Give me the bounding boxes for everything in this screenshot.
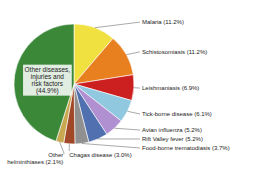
label-line: Food-borne trematodiasis (3.7%) [142,145,230,151]
slice-label: Rift Valley fever (5.2%) [142,136,203,142]
leader-line [127,111,140,114]
label-line: Leishmaniasis (6.9%) [142,85,199,91]
slices [14,24,134,144]
label-line: Rift Valley fever (5.2%) [142,136,203,142]
chart: Other diseases,injuries andrisk factors(… [0,0,262,192]
slice-label: Otherhelminthiases (2.1%) [7,152,63,165]
leader-line [82,143,140,148]
label-line: Schistosomiasis (11.2%) [142,49,207,55]
slice-label: Tick-borne disease (6.1%) [142,111,212,117]
label-line: Avian influenza (5.2%) [142,127,202,133]
labels: Other diseases,injuries andrisk factors(… [7,19,229,165]
leader-line [126,52,140,55]
slice-label: Chagas disease (3.0%) [69,152,131,158]
leader-line [134,87,140,88]
label-box [23,65,72,96]
label-line: Malaria (11.2%) [142,19,184,25]
pie-slice [74,84,89,144]
label-line: Tick-borne disease (6.1%) [142,111,212,117]
slice-label: Other diseases,injuries andrisk factors(… [25,66,71,95]
page: {"chart_data": {"type": "pie", "categori… [0,0,262,192]
label-line: Other [48,152,63,158]
slice-label: Avian influenza (5.2%) [142,127,202,133]
slice-label: Schistosomiasis (11.2%) [142,49,207,55]
leader-line [69,144,70,151]
label-line: risk factors [32,80,64,87]
label-line: Chagas disease (3.0%) [69,152,131,158]
leader-lines [60,22,140,154]
label-line: (44.9%) [36,87,59,95]
leader-line [115,128,140,130]
leader-line [98,138,140,139]
slice-label: Food-borne trematodiasis (3.7%) [142,145,230,151]
slice-label: Malaria (11.2%) [142,19,184,25]
pie-slice [14,24,74,141]
label-line: Other diseases, [25,66,71,73]
slice-label: Leishmaniasis (6.9%) [142,85,199,91]
label-line: helminthiases (2.1%) [7,159,63,165]
leader-line [95,22,140,28]
